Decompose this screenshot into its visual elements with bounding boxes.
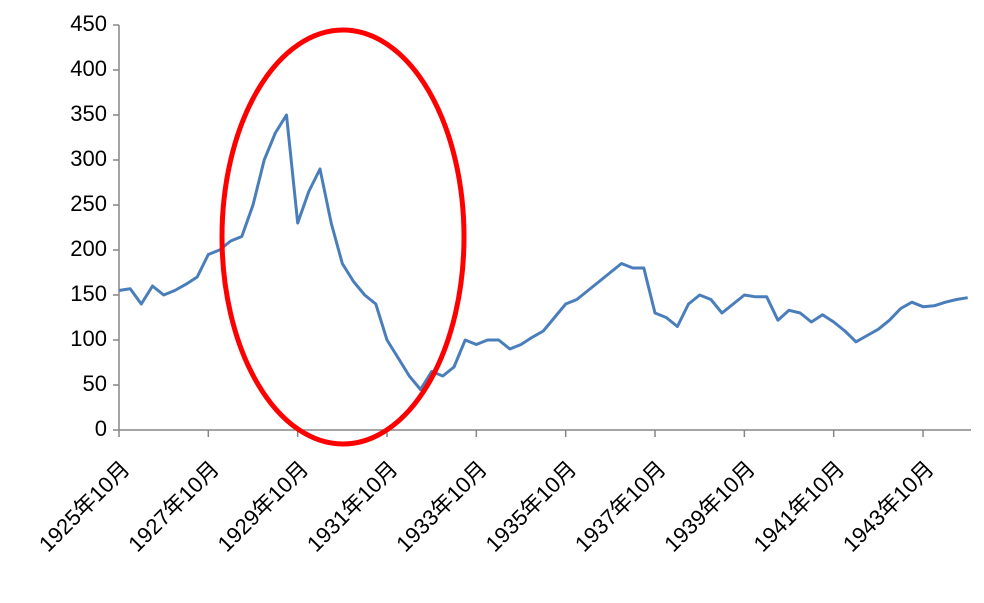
y-tick-label: 0 xyxy=(95,416,107,441)
data-line xyxy=(118,113,968,391)
x-tick-label: 1939年10月 xyxy=(659,456,760,557)
highlight-ellipse xyxy=(219,27,467,447)
y-tick-label: 100 xyxy=(70,326,107,351)
y-tick-label: 250 xyxy=(70,191,107,216)
x-tick-label: 1933年10月 xyxy=(391,456,492,557)
x-tick-label: 1937年10月 xyxy=(570,456,671,557)
x-tick-label: 1941年10月 xyxy=(749,456,850,557)
x-tick-label: 1927年10月 xyxy=(123,456,224,557)
y-tick-label: 350 xyxy=(70,101,107,126)
y-tick-label: 450 xyxy=(70,11,107,36)
y-tick-label: 200 xyxy=(70,236,107,261)
x-tick-label: 1935年10月 xyxy=(481,456,582,557)
y-tick-label: 300 xyxy=(70,146,107,171)
y-tick-label: 400 xyxy=(70,56,107,81)
x-tick-label: 1943年10月 xyxy=(838,456,939,557)
y-tick-label: 50 xyxy=(83,371,107,396)
x-tick-label: 1931年10月 xyxy=(302,456,403,557)
y-tick-label: 150 xyxy=(70,281,107,306)
x-tick-label: 1925年10月 xyxy=(34,456,135,557)
x-tick-label: 1929年10月 xyxy=(213,456,314,557)
